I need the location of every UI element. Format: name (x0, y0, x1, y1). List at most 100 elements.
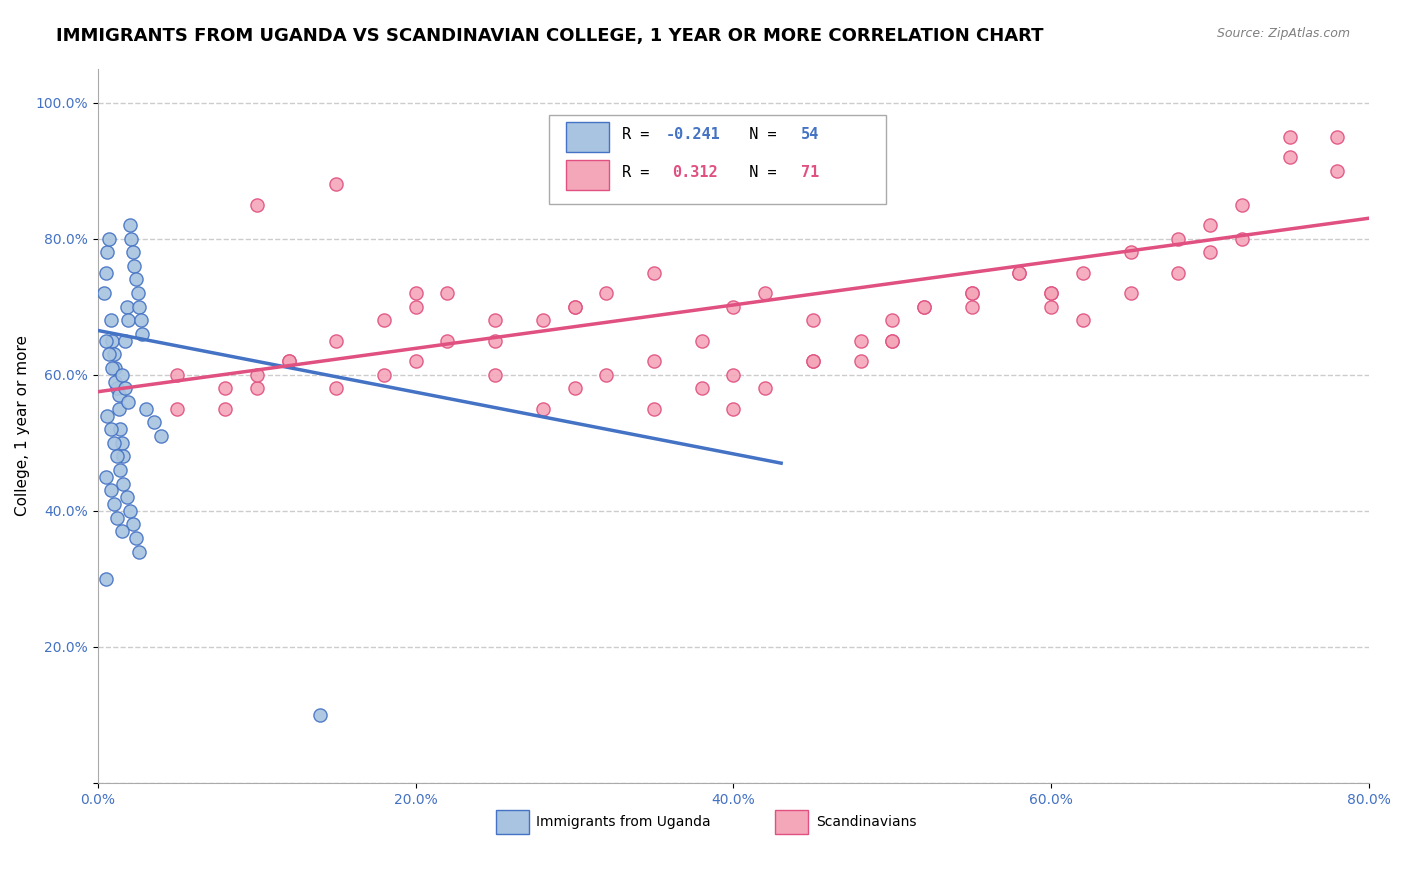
Text: R =: R = (621, 127, 658, 142)
Point (1167, 232, 1189, 246)
Point (115, 300, 138, 314)
Point (117, 313, 139, 327)
Point (128, 544, 150, 558)
Point (1071, 313, 1094, 327)
Point (595, 368, 617, 382)
FancyBboxPatch shape (776, 810, 808, 834)
Point (1119, 245, 1142, 260)
Point (103, 435, 125, 450)
Point (115, 490, 138, 504)
Point (114, 334, 136, 348)
FancyBboxPatch shape (550, 115, 886, 204)
Point (1008, 266, 1031, 280)
Point (246, 368, 269, 382)
Point (111, 368, 134, 382)
Point (94, 334, 117, 348)
Point (166, 401, 188, 416)
Point (1199, 245, 1222, 260)
Point (723, 300, 745, 314)
Point (108, 463, 131, 477)
Text: Source: ZipAtlas.com: Source: ZipAtlas.com (1216, 27, 1350, 40)
Point (643, 354, 665, 368)
Point (1199, 218, 1222, 232)
Point (94, 469, 117, 483)
Point (564, 381, 586, 395)
Point (103, 347, 125, 361)
Point (100, 422, 122, 436)
FancyBboxPatch shape (565, 160, 609, 190)
Point (131, 326, 153, 341)
Point (960, 286, 983, 301)
Point (643, 401, 665, 416)
Point (690, 381, 713, 395)
Point (98, 232, 121, 246)
Point (120, 232, 142, 246)
Point (882, 334, 904, 348)
Point (405, 300, 427, 314)
Point (754, 286, 776, 301)
Point (112, 476, 135, 491)
Point (246, 381, 269, 395)
Point (723, 368, 745, 382)
Point (129, 313, 152, 327)
Point (1326, 129, 1348, 144)
Point (277, 354, 299, 368)
Point (1230, 197, 1253, 211)
FancyBboxPatch shape (496, 810, 529, 834)
Point (643, 266, 665, 280)
Point (117, 395, 139, 409)
Point (104, 360, 127, 375)
Point (111, 435, 134, 450)
Point (112, 450, 135, 464)
Point (1040, 286, 1063, 301)
Text: 71: 71 (801, 165, 820, 180)
Point (801, 354, 824, 368)
FancyBboxPatch shape (565, 122, 609, 153)
Point (1071, 266, 1094, 280)
Point (912, 300, 935, 314)
Point (531, 313, 554, 327)
Point (246, 197, 269, 211)
Point (1008, 266, 1031, 280)
Text: R =: R = (621, 165, 668, 180)
Point (564, 300, 586, 314)
Point (105, 510, 128, 524)
Point (108, 422, 131, 436)
Point (135, 401, 157, 416)
Point (94, 572, 117, 586)
Point (121, 517, 143, 532)
Point (325, 334, 347, 348)
Point (405, 354, 427, 368)
Point (100, 483, 122, 498)
Point (373, 368, 395, 382)
Point (150, 429, 173, 443)
Point (484, 334, 506, 348)
Point (912, 300, 935, 314)
Text: -0.241: -0.241 (666, 127, 721, 142)
Text: N =: N = (731, 127, 786, 142)
Text: 0.312: 0.312 (672, 165, 718, 180)
Text: Immigrants from Uganda: Immigrants from Uganda (537, 815, 711, 830)
Point (484, 313, 506, 327)
Text: N =: N = (731, 165, 786, 180)
Point (436, 334, 458, 348)
Point (1326, 163, 1348, 178)
Point (484, 368, 506, 382)
Point (124, 259, 146, 273)
Point (436, 286, 458, 301)
Point (127, 286, 149, 301)
Text: IMMIGRANTS FROM UGANDA VS SCANDINAVIAN COLLEGE, 1 YEAR OR MORE CORRELATION CHART: IMMIGRANTS FROM UGANDA VS SCANDINAVIAN C… (56, 27, 1043, 45)
Point (325, 381, 347, 395)
Point (101, 360, 124, 375)
Text: 54: 54 (801, 127, 820, 142)
Point (960, 286, 983, 301)
Point (121, 245, 143, 260)
Point (595, 286, 617, 301)
Point (104, 375, 127, 389)
Point (107, 401, 129, 416)
Point (118, 504, 141, 518)
Point (118, 218, 141, 232)
Point (114, 381, 136, 395)
Point (98, 347, 121, 361)
Point (1278, 150, 1301, 164)
